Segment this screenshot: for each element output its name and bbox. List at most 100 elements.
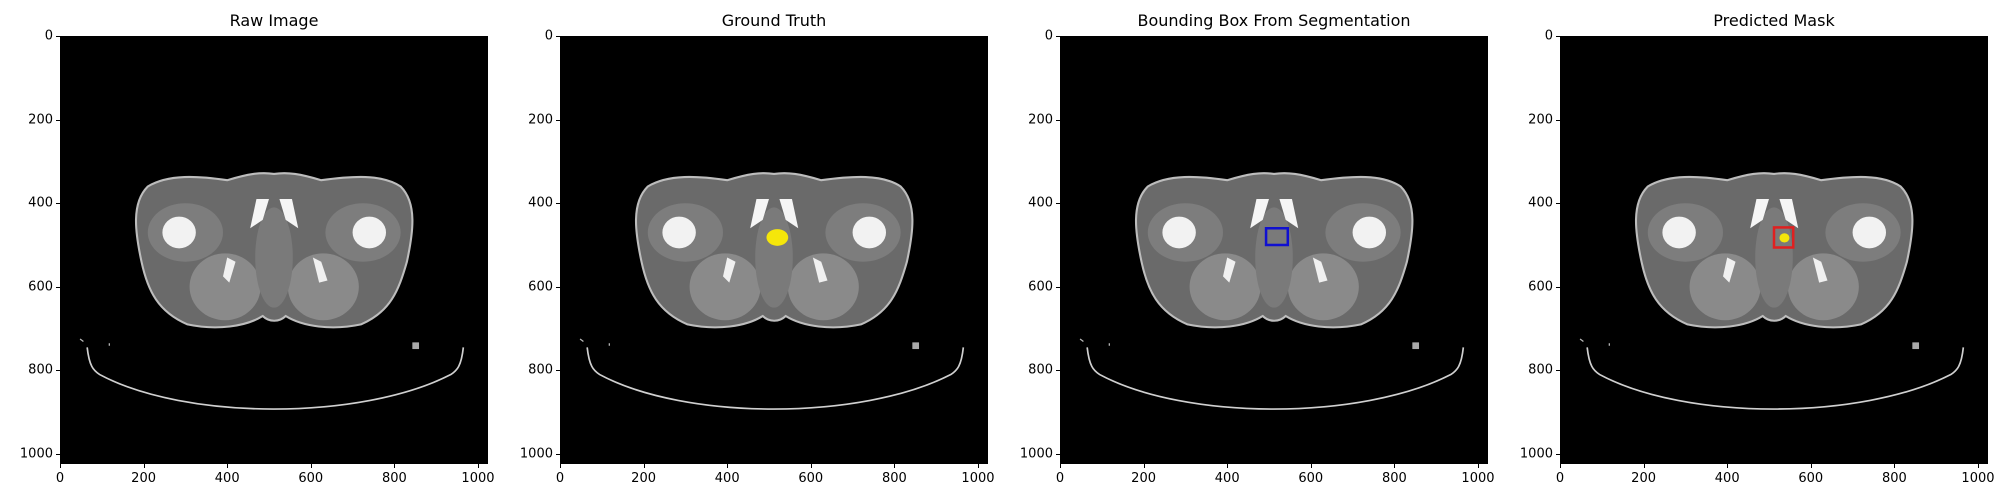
y-tick-label: 400 [1028,195,1053,211]
y-tick-mark [1556,286,1560,288]
y-tick-label: 200 [28,112,53,128]
panel-title: Bounding Box From Segmentation [1137,11,1411,30]
panel-title: Raw Image [229,11,319,30]
x-tick-label: 1000 [461,471,495,486]
y-tick-mark [1556,203,1560,205]
x-tick-mark [810,464,812,468]
y-tick-mark [556,203,560,205]
x-tick-mark [1143,464,1145,468]
y-tick-label: 1000 [1019,446,1053,462]
x-tick-mark [1560,464,1561,468]
x-tick-label: 1000 [961,471,995,486]
y-tick-mark [56,203,60,205]
x-tick-mark [1477,464,1479,468]
y-tick-mark [1056,453,1060,455]
y-tick-label: 200 [1528,112,1553,128]
panel-title: Ground Truth [721,11,827,30]
y-tick-mark [56,119,60,121]
x-tick-label: 600 [1298,471,1324,486]
y-tick-mark [1056,370,1060,372]
panel-4: Predicted Mask 0 200 400 600 800 1000 0 200 400 60… [1500,0,2000,500]
x-tick-mark [1977,464,1979,468]
y-tick-label: 1000 [1519,446,1553,462]
x-tick-label: 400 [1714,471,1740,486]
y-tick-label: 600 [528,279,553,295]
ct-image [560,36,988,464]
x-tick-label: 200 [631,471,657,486]
x-tick-label: 200 [1631,471,1657,486]
ct-image [1560,36,1988,464]
x-tick-mark [1727,464,1729,468]
y-tick-label: 1000 [519,446,553,462]
x-tick-mark [1310,464,1312,468]
x-tick-label: 400 [214,471,240,486]
gt-mask-region [766,229,789,246]
y-tick-mark [1556,370,1560,372]
y-tick-mark [1556,453,1560,455]
x-tick-label: 600 [1798,471,1824,486]
y-tick-label: 800 [528,362,553,378]
x-tick-label: 600 [298,471,324,486]
y-tick-label: 200 [528,112,553,128]
bbox-rect [1264,227,1290,247]
y-tick-mark [56,370,60,372]
x-tick-label: 0 [1055,471,1065,486]
y-tick-mark [556,36,560,37]
pred-mask-region [1779,233,1790,243]
x-tick-label: 800 [881,471,907,486]
y-tick-label: 0 [544,28,553,44]
y-tick-mark [556,370,560,372]
x-tick-mark [560,464,561,468]
x-tick-mark [643,464,645,468]
y-tick-mark [556,286,560,288]
ct-image [1060,36,1488,464]
y-tick-label: 400 [28,195,53,211]
y-tick-label: 800 [1028,362,1053,378]
x-tick-mark [310,464,312,468]
x-tick-label: 600 [798,471,824,486]
y-tick-label: 400 [528,195,553,211]
y-tick-mark [56,286,60,288]
y-tick-mark [1056,286,1060,288]
y-tick-mark [1056,36,1060,37]
y-tick-label: 800 [28,362,53,378]
y-tick-mark [556,119,560,121]
x-tick-label: 1000 [1461,471,1495,486]
y-tick-mark [56,36,60,37]
y-tick-mark [1556,119,1560,121]
y-tick-mark [1056,119,1060,121]
x-tick-label: 0 [1555,471,1565,486]
x-tick-mark [60,464,61,468]
ct-image [60,36,488,464]
x-tick-mark [1227,464,1229,468]
x-tick-label: 200 [131,471,157,486]
panel-3: Bounding Box From Segmentation 0 200 400 600… [1000,0,1500,500]
x-tick-label: 1000 [1961,471,1995,486]
x-tick-mark [394,464,396,468]
x-tick-mark [1894,464,1896,468]
x-tick-label: 200 [1131,471,1157,486]
x-tick-mark [1810,464,1812,468]
panel-1: Raw Image 0 200 400 600 800 1000 0 200 400 600 800 1… [0,0,500,500]
y-tick-label: 600 [1028,279,1053,295]
y-tick-label: 600 [28,279,53,295]
x-tick-label: 400 [1214,471,1240,486]
x-tick-label: 0 [55,471,65,486]
y-tick-label: 0 [1044,28,1053,44]
y-tick-label: 400 [1528,195,1553,211]
x-tick-mark [1394,464,1396,468]
panel-2: Ground Truth 0 200 400 600 800 1000 0 200 400 600 8… [500,0,1000,500]
y-tick-label: 0 [1544,28,1553,44]
x-tick-label: 800 [1381,471,1407,486]
x-tick-mark [1060,464,1061,468]
x-tick-label: 400 [714,471,740,486]
x-tick-mark [477,464,479,468]
x-tick-label: 800 [381,471,407,486]
x-tick-mark [227,464,229,468]
y-tick-mark [56,453,60,455]
y-tick-mark [1556,36,1560,37]
y-tick-label: 0 [44,28,53,44]
pred-bbox-rect [1772,226,1795,249]
panel-title: Predicted Mask [1713,11,1835,30]
x-tick-mark [1643,464,1645,468]
